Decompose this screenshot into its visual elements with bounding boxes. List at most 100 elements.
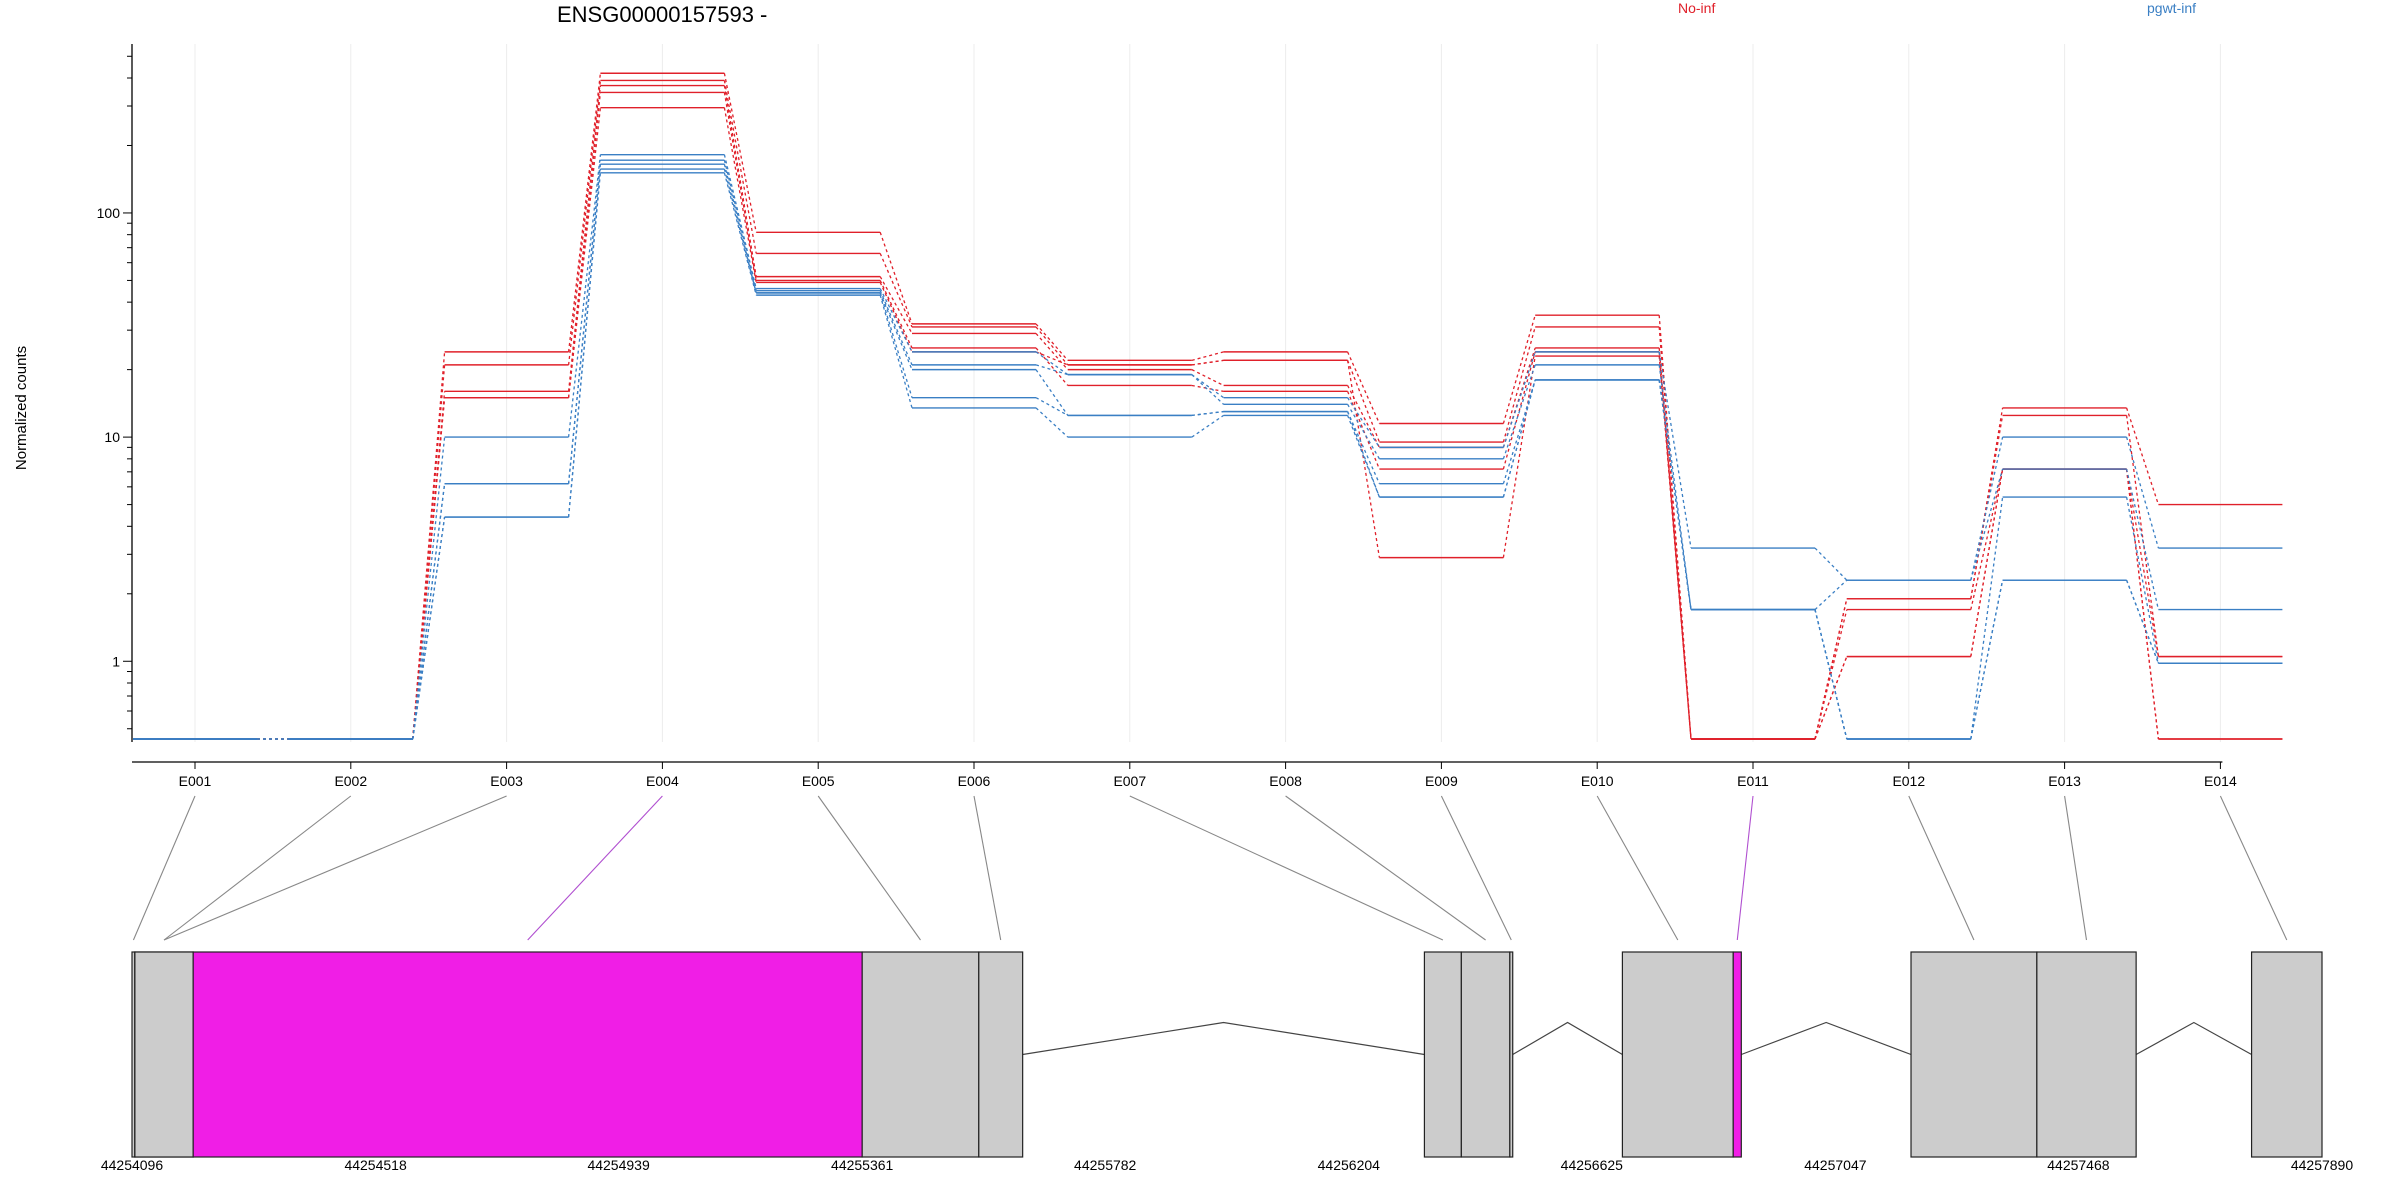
series-connector: [1658, 379, 1692, 610]
series-connector: [2125, 468, 2160, 657]
exon-connectors: [132, 795, 2288, 941]
legend-label-pgwt-inf: pgwt-inf: [2147, 0, 2196, 16]
series-connector: [1502, 379, 1536, 484]
series-connector: [1346, 391, 1381, 470]
series-connector: [879, 280, 913, 349]
grid-lines: [194, 44, 2221, 742]
x-tick-label: E012: [1892, 773, 1925, 789]
series-connector: [1970, 468, 2004, 610]
genome-coordinate-label: 44257047: [1804, 1157, 1867, 1173]
x-tick-label: E003: [490, 773, 523, 789]
x-tick-label: E002: [334, 773, 367, 789]
series-no-inf: [133, 72, 2283, 740]
genome-coordinate-label: 44254939: [587, 1157, 650, 1173]
series-connector: [1191, 359, 1224, 366]
exon-box-e011: [1732, 951, 1742, 1158]
series-connector: [1502, 379, 1536, 498]
x-tick-label: E011: [1737, 773, 1769, 789]
x-tick-label: E013: [2048, 773, 2081, 789]
y-tick-label: 100: [97, 205, 121, 221]
x-tick-label: E007: [1113, 773, 1146, 789]
exon-box-e004: [192, 951, 863, 1158]
series-connector: [1970, 415, 2004, 599]
exon-connector: [1285, 795, 1486, 941]
series-no-inf: [133, 79, 2283, 740]
series-connector: [879, 288, 913, 353]
exon-box-e008: [1460, 951, 1511, 1158]
exon-box-e012: [1910, 951, 2038, 1158]
y-tick-label: 10: [104, 429, 120, 445]
series-no-inf: [133, 106, 2283, 740]
series-connector: [1814, 609, 1848, 740]
series-connector: [1814, 598, 1848, 740]
plot-axes: 1 10 100 E001 E002 E003 E004 E005 E006 E007 E008 E0…: [97, 44, 2237, 789]
genome-coordinate-label: 44254518: [344, 1157, 407, 1173]
x-tick-label: E001: [179, 773, 212, 789]
exon-box-e007: [1423, 951, 1462, 1158]
series-connector: [567, 73, 602, 352]
exon-connector: [163, 795, 352, 941]
series-connector: [1347, 397, 1380, 448]
series-connector: [1035, 333, 1069, 371]
series-connector: [1035, 351, 1069, 376]
exon-connector: [527, 795, 663, 941]
series-connector: [723, 172, 757, 296]
exon-box-e003: [134, 951, 194, 1158]
series-connector: [412, 516, 446, 740]
series-connector: [1346, 360, 1381, 443]
series-connector: [723, 92, 757, 281]
x-tick-label: E010: [1581, 773, 1614, 789]
series-connector: [723, 160, 757, 291]
series-connector: [879, 232, 913, 325]
series-pgwt-inf: [133, 172, 2283, 740]
series-connector: [1970, 580, 2004, 740]
series-connector: [567, 172, 602, 518]
series-connector: [1970, 468, 2004, 581]
series-connector: [1191, 374, 1225, 405]
series-connector: [1347, 404, 1380, 460]
genome-coordinate-label: 44257468: [2047, 1157, 2110, 1173]
series-connector: [567, 92, 602, 398]
series-connector: [1814, 579, 1848, 611]
series-connector: [1191, 414, 1224, 438]
series-connector: [1347, 385, 1380, 448]
x-tick-label: E004: [646, 773, 679, 789]
series-connector: [2125, 415, 2160, 657]
series-connector: [1191, 384, 1224, 392]
series-connector: [879, 282, 913, 353]
series-connector: [567, 85, 602, 392]
x-tick-label: E009: [1425, 773, 1458, 789]
series-connector: [1035, 323, 1069, 361]
series-connector: [1970, 436, 2004, 581]
series-connector: [1502, 314, 1536, 424]
series-connector: [1191, 410, 1224, 417]
exon-box-e005: [861, 951, 980, 1158]
y-tick-label: 1: [112, 653, 120, 669]
series-connector: [1502, 326, 1536, 443]
intron-line: [1022, 1021, 1425, 1056]
series-connector: [2125, 496, 2160, 664]
x-tick-label: E005: [802, 773, 835, 789]
series-connector: [1035, 397, 1069, 416]
series-connector: [2125, 469, 2160, 740]
series-connector: [412, 437, 446, 740]
series-connector: [1191, 374, 1224, 399]
exon-box-e009: [1509, 951, 1514, 1158]
exon-connector: [132, 795, 196, 941]
x-tick-label: E006: [958, 773, 991, 789]
intron-line: [2135, 1021, 2252, 1056]
series-connector: [723, 154, 757, 289]
series-connector: [2125, 469, 2160, 740]
series-connector: [1970, 468, 2004, 657]
intron-line: [1512, 1021, 1623, 1056]
series-connector: [1191, 351, 1224, 361]
series-connector: [2125, 436, 2160, 549]
genome-coordinate-label: 44256204: [1318, 1157, 1381, 1173]
genome-coordinate-label: 44254096: [101, 1157, 164, 1173]
series-connector: [1658, 355, 1692, 740]
exon-box-e014: [2250, 951, 2323, 1158]
exon-connector: [1736, 795, 1754, 941]
series-connector: [1191, 359, 1224, 366]
series-connector: [1191, 369, 1224, 387]
